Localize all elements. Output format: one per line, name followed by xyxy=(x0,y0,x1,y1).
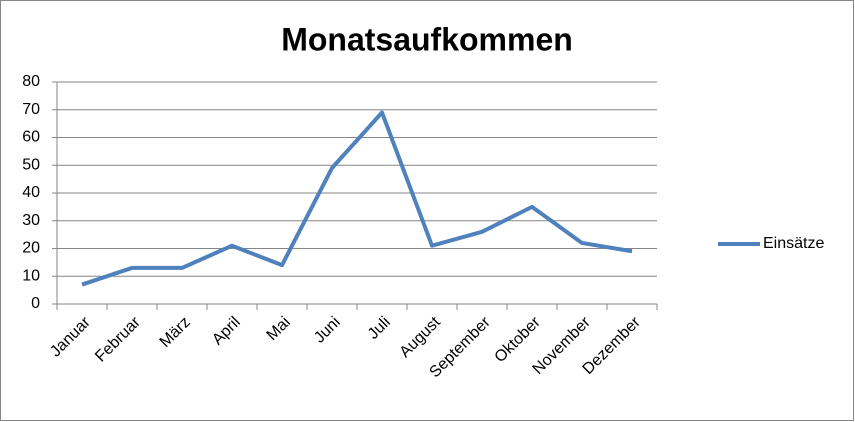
y-tick-label: 50 xyxy=(22,156,40,173)
chart-title: Monatsaufkommen xyxy=(281,21,573,57)
y-tick-label: 30 xyxy=(22,212,40,229)
y-tick-label: 10 xyxy=(22,267,40,284)
y-tick-label: 40 xyxy=(22,184,40,201)
data-line xyxy=(81,110,633,287)
y-tick-label: 80 xyxy=(22,73,40,90)
y-tick-label: 20 xyxy=(22,240,40,257)
legend-label: Einsätze xyxy=(763,235,824,252)
y-tick-label: 60 xyxy=(22,129,40,146)
y-tick-label: 0 xyxy=(31,295,40,312)
y-tick-label: 70 xyxy=(22,101,40,118)
